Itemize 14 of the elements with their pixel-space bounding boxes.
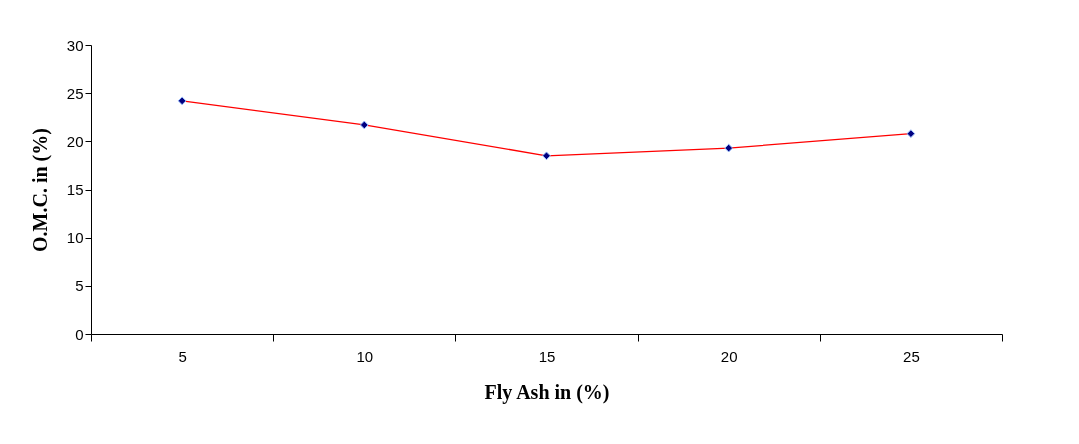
x-tick-label: 15 bbox=[538, 347, 556, 365]
x-tick-label: 10 bbox=[356, 347, 374, 365]
x-axis-title: Fly Ash in (%) bbox=[484, 380, 610, 404]
x-tick-label: 5 bbox=[178, 347, 187, 365]
y-axis-title: O.M.C. in (%) bbox=[28, 128, 52, 252]
y-tick-label: 15 bbox=[66, 181, 84, 198]
x-tick-label: 20 bbox=[720, 347, 738, 365]
x-tick-label: 25 bbox=[903, 347, 920, 365]
y-tick-label: 25 bbox=[66, 84, 84, 102]
y-tick-label: 30 bbox=[66, 36, 84, 54]
y-tick-label: 5 bbox=[75, 277, 84, 295]
y-tick-label: 20 bbox=[66, 132, 84, 150]
y-tick-label: 10 bbox=[66, 229, 84, 247]
y-tick-label: 0 bbox=[75, 325, 84, 343]
